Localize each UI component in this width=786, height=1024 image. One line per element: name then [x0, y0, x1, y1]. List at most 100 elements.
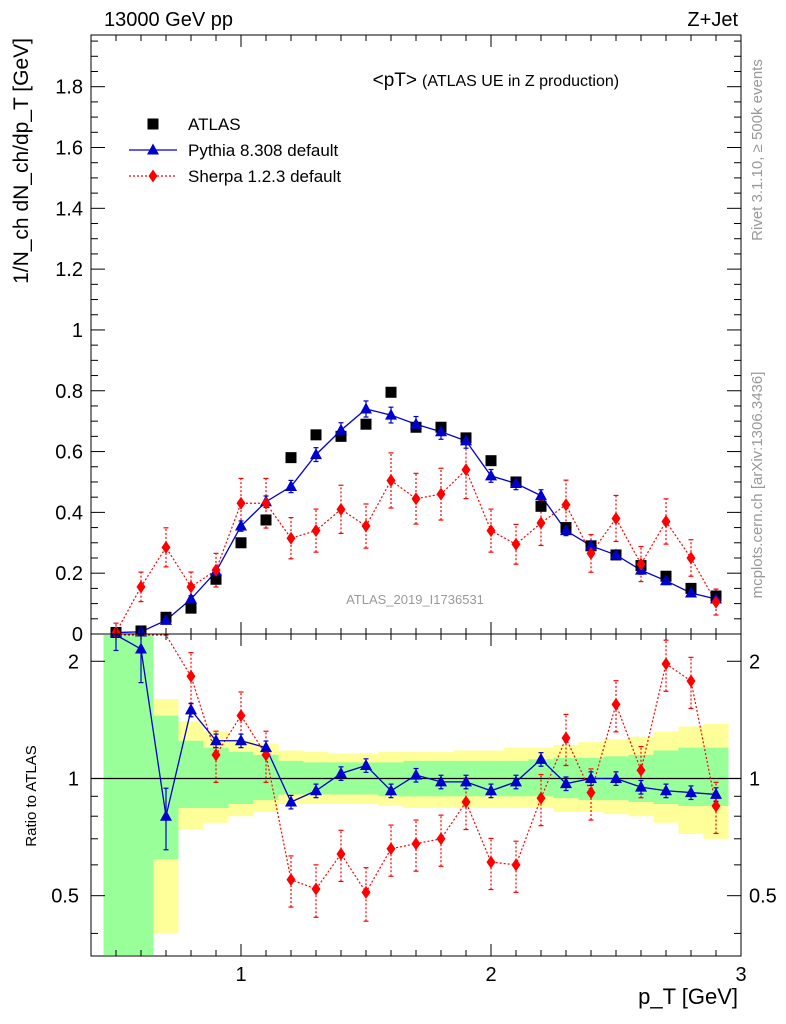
pythia-point — [685, 586, 697, 598]
ratio-pythia-point — [160, 809, 172, 821]
ratio-pythia-point — [385, 784, 397, 796]
ratio-sherpa-point — [686, 674, 696, 688]
legend-label: Sherpa 1.2.3 default — [188, 167, 341, 186]
y-tick-label: 0.2 — [55, 563, 83, 585]
ratio-pythia-point — [260, 741, 272, 753]
ratio-sherpa-point — [486, 855, 496, 869]
legend-label: ATLAS — [188, 115, 241, 134]
pythia-point — [235, 519, 247, 531]
ratio-inner-band — [278, 760, 304, 795]
ratio-y-tick-label: 1 — [68, 768, 79, 790]
sherpa-point — [636, 557, 646, 571]
sherpa-point — [486, 524, 496, 538]
ratio-inner-band — [178, 740, 204, 808]
ratio-inner-band — [128, 635, 154, 955]
sherpa-point — [536, 516, 546, 530]
ratio-sherpa-point — [436, 832, 446, 846]
ratio-sherpa-point — [461, 795, 471, 809]
ratio-pythia-point — [185, 703, 197, 715]
legend-marker — [147, 118, 159, 130]
pythia-point — [360, 402, 372, 414]
pythia-point — [460, 434, 472, 446]
pythia-point — [510, 476, 522, 488]
plot-title-sub: (ATLAS UE in Z production) — [422, 73, 619, 90]
sherpa-point — [336, 502, 346, 516]
ratio-sherpa-point — [236, 709, 246, 723]
y-tick-label: 0.8 — [55, 381, 83, 403]
ratio-pythia-point — [560, 777, 572, 789]
legend-marker — [147, 143, 159, 155]
ratio-pythia-point — [135, 642, 147, 654]
atlas-point — [335, 430, 347, 442]
sherpa-point — [661, 514, 671, 528]
sherpa-point — [686, 551, 696, 565]
atlas-point — [385, 386, 397, 398]
atlas-point — [185, 602, 197, 614]
y-tick-label: 1.8 — [55, 77, 83, 99]
sherpa-point — [186, 580, 196, 594]
atlas-point — [260, 514, 272, 526]
ratio-pythia-point — [310, 784, 322, 796]
ratio-sherpa-point — [311, 882, 321, 896]
ratio-y-tick-label-right: 2 — [749, 651, 760, 673]
ratio-pythia-point — [510, 775, 522, 787]
ratio-pythia-point — [710, 787, 722, 799]
pythia-point — [610, 548, 622, 560]
ratio-sherpa-point — [661, 657, 671, 671]
sherpa-point — [311, 524, 321, 538]
ratio-sherpa-point — [186, 669, 196, 683]
y-tick-label: 0.6 — [55, 442, 83, 464]
pythia-point — [585, 539, 597, 551]
ratio-sherpa-point — [536, 791, 546, 805]
ratio-pythia-point — [685, 786, 697, 798]
y-tick-label: 0.4 — [55, 502, 83, 524]
plot-title-main: <pT> — [373, 70, 417, 91]
ratio-pythia-point — [460, 775, 472, 787]
sherpa-point — [136, 580, 146, 594]
ratio-pythia-point — [535, 752, 547, 764]
sherpa-point — [261, 496, 271, 510]
ratio-pythia-point — [610, 771, 622, 783]
ratio-pythia-point — [585, 771, 597, 783]
ratio-pythia-point — [235, 734, 247, 746]
ratio-sherpa-point — [386, 842, 396, 856]
ratio-pythia-point — [660, 784, 672, 796]
atlas-point — [285, 452, 297, 464]
pythia-point — [160, 613, 172, 625]
pythia-point — [335, 423, 347, 435]
ratio-sherpa-point — [361, 885, 371, 899]
sherpa-point — [586, 546, 596, 560]
sherpa-point — [161, 540, 171, 554]
ratio-sherpa-point — [611, 697, 621, 711]
sherpa-point — [561, 498, 571, 512]
ratio-sherpa-point — [636, 763, 646, 777]
ratio-pythia-point — [435, 775, 447, 787]
ratio-pythia-point — [335, 766, 347, 778]
ratio-y-tick-label: 0.5 — [51, 886, 79, 908]
x-tick-label: 2 — [485, 964, 496, 986]
sherpa-point — [411, 492, 421, 506]
sherpa-point — [286, 531, 296, 545]
analysis-label: ATLAS_2019_I1736531 — [346, 592, 484, 607]
x-axis-label: p_T [GeV] — [638, 984, 738, 1009]
sherpa-point — [611, 511, 621, 525]
ratio-pythia-point — [410, 768, 422, 780]
sherpa-point — [236, 496, 246, 510]
pythia-point — [385, 408, 397, 420]
sherpa-point — [361, 519, 371, 533]
sherpa-point — [461, 463, 471, 477]
process-label: Z+Jet — [687, 9, 738, 31]
pythia-point — [410, 417, 422, 429]
rivet-label: Rivet 3.1.10, ≥ 500k events — [749, 59, 766, 241]
y-tick-label: 1 — [72, 320, 83, 342]
sherpa-point — [711, 595, 721, 609]
y-tick-label: 1.2 — [55, 259, 83, 281]
sherpa-point — [211, 563, 221, 577]
y-tick-label: 0 — [72, 624, 83, 646]
pythia-point — [485, 469, 497, 481]
pythia-point — [310, 448, 322, 460]
x-tick-label: 1 — [235, 964, 246, 986]
pythia-point — [560, 524, 572, 536]
y-tick-label: 1.4 — [55, 198, 83, 220]
mcplots-label: mcplots.cern.ch [arXiv:1306.3436] — [749, 372, 766, 599]
